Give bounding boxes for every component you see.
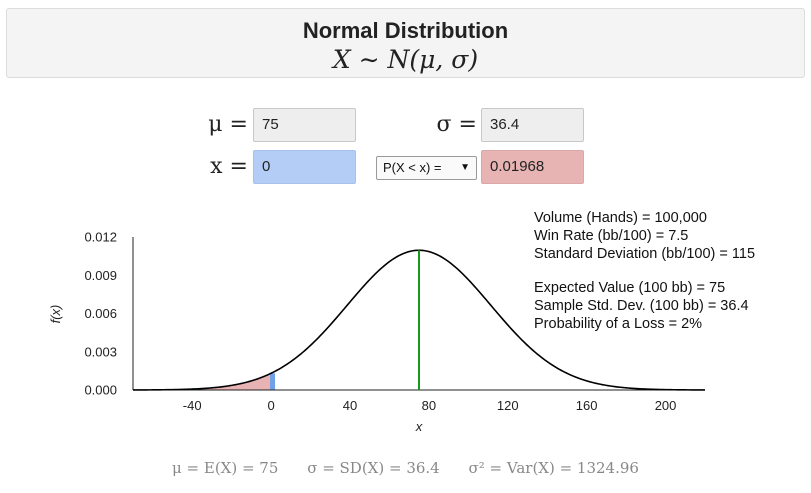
probability-output: 0.01968 xyxy=(481,150,584,184)
mu-label: μ = xyxy=(208,112,248,137)
x-tick-label: 40 xyxy=(343,398,357,413)
info-std-dev: Standard Deviation (bb/100) = 115 xyxy=(534,245,756,262)
x-tick-label: -40 xyxy=(183,398,202,413)
sd-formula: σ = SD(X) = 36.4 xyxy=(307,459,440,477)
probability-type-label: P(X < x) = xyxy=(383,160,442,175)
y-axis-label: f(x) xyxy=(48,305,63,324)
y-tick-label: 0.000 xyxy=(84,383,117,398)
info-sample-std-dev: Sample Std. Dev. (100 bb) = 36.4 xyxy=(534,298,749,315)
summary-formulas: μ = E(X) = 75 σ = SD(X) = 36.4 σ² = Var(… xyxy=(0,459,811,477)
sigma-label: σ = xyxy=(436,112,477,137)
x-input[interactable]: 0 xyxy=(253,150,356,184)
stats-panel: Volume (Hands) = 100,000 Win Rate (bb/10… xyxy=(534,210,755,334)
y-tick-label: 0.006 xyxy=(84,306,117,321)
sigma-input[interactable]: 36.4 xyxy=(481,108,584,142)
x-marker-band xyxy=(270,373,276,390)
x-label: x = xyxy=(210,154,248,179)
mu-input[interactable]: 75 xyxy=(253,108,356,142)
x-tick-label: 120 xyxy=(497,398,519,413)
y-tick-label: 0.003 xyxy=(84,344,117,359)
x-tick-label: 200 xyxy=(655,398,677,413)
distribution-formula: X ∼ N(μ, σ) xyxy=(332,45,479,74)
probability-type-select[interactable]: P(X < x) = ▼ xyxy=(376,156,477,180)
mean-formula: μ = E(X) = 75 xyxy=(172,459,279,477)
x-tick-label: 80 xyxy=(422,398,436,413)
page-title: Normal Distribution xyxy=(302,18,509,43)
info-probability-loss: Probability of a Loss = 2% xyxy=(534,315,703,332)
x-tick-label: 160 xyxy=(576,398,598,413)
variance-formula: σ² = Var(X) = 1324.96 xyxy=(468,459,639,477)
info-volume: Volume (Hands) = 100,000 xyxy=(534,210,707,226)
info-win-rate: Win Rate (bb/100) = 7.5 xyxy=(534,227,689,244)
y-tick-label: 0.009 xyxy=(84,268,117,283)
y-tick-label: 0.012 xyxy=(84,230,117,245)
header: Normal Distribution X ∼ N(μ, σ) xyxy=(6,8,805,78)
info-expected-value: Expected Value (100 bb) = 75 xyxy=(534,280,726,297)
tail-area xyxy=(133,373,272,390)
chevron-down-icon: ▼ xyxy=(460,162,470,173)
x-tick-label: 0 xyxy=(267,398,274,413)
x-axis-label: x xyxy=(415,419,423,434)
